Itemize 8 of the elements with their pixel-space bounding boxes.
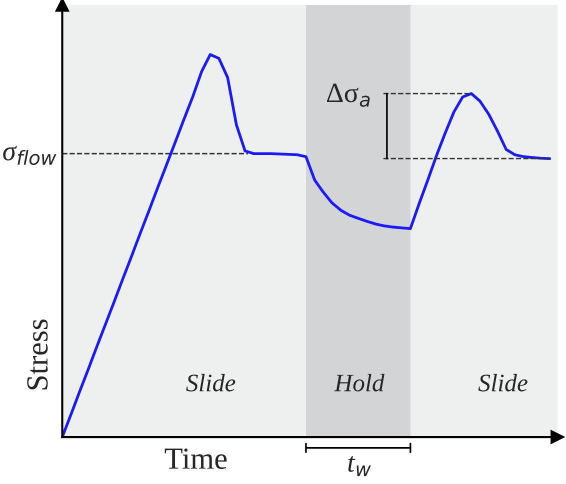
x-axis-title: Time [164,448,227,469]
text: t$_{w}$ [348,456,371,476]
annotation: Slide [186,374,236,392]
annotation: Δσ$_{a}$ [327,84,370,107]
annotation: Hold [334,374,384,392]
y-axis-title: Stress [27,320,48,390]
annotation: Slide [478,374,528,392]
ref-line-label: σ$_{flow}$ [3,146,56,166]
